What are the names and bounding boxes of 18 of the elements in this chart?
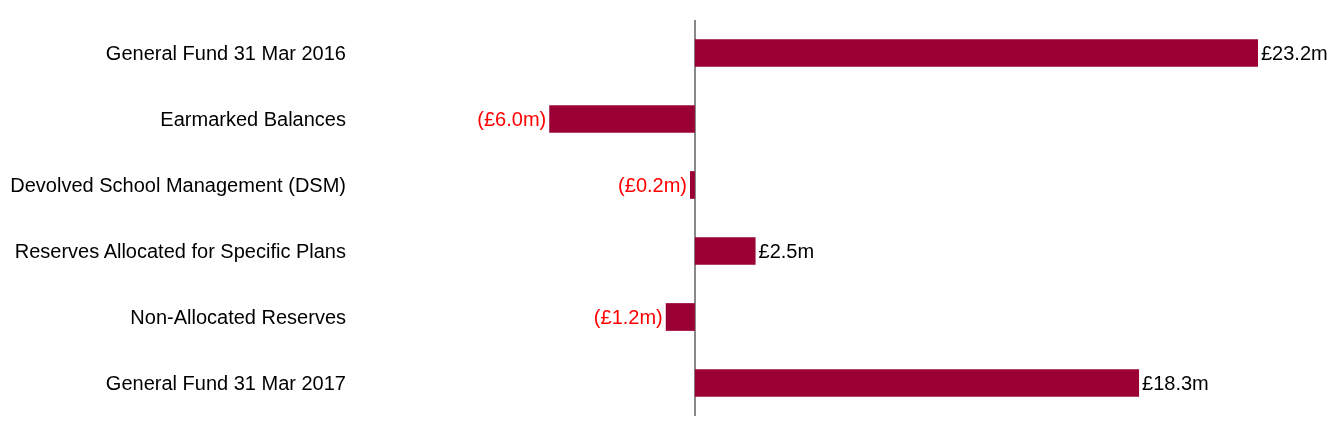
y-tick-label: General Fund 31 Mar 2017 [105,372,346,394]
data-label: (£0.2m) [618,174,688,196]
data-label: £18.3m [1142,372,1209,394]
y-tick-label: Devolved School Management (DSM) [10,174,346,196]
y-tick-label: Earmarked Balances [160,108,346,130]
data-label: £23.2m [1261,42,1328,64]
y-tick-label: Non-Allocated Reserves [130,306,346,328]
bar [665,303,695,331]
y-tick-label: General Fund 31 Mar 2016 [105,42,346,64]
y-tick-label: Reserves Allocated for Specific Plans [14,240,346,262]
bar [694,39,1258,67]
data-label: (£6.0m) [477,108,547,130]
data-label: (£1.2m) [593,306,663,328]
bar [549,105,695,133]
bar [690,171,695,199]
data-label: £2.5m [758,240,815,262]
bar [694,369,1140,397]
bar [694,237,756,265]
